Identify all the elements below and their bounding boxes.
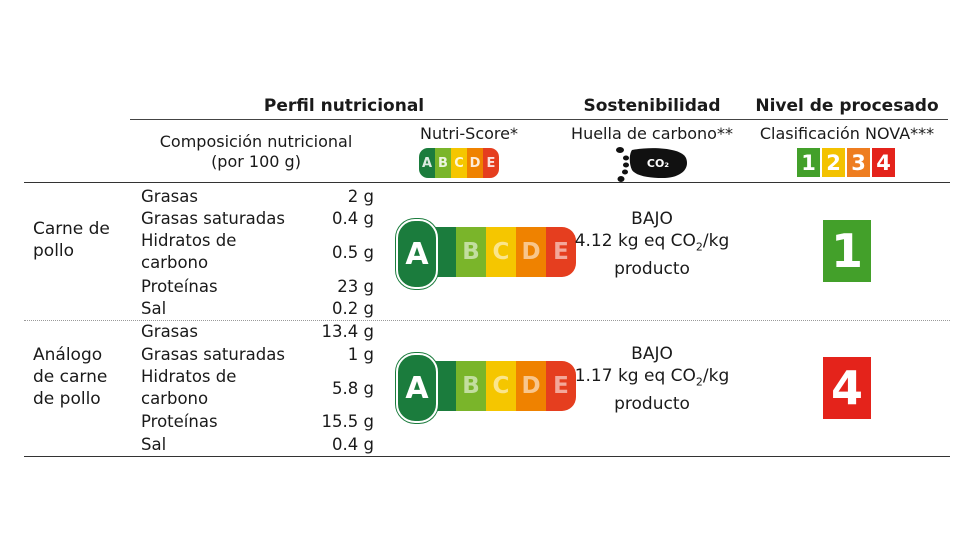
nutrient-name-line: carbono: [141, 253, 209, 272]
nutriscore-selected: A: [396, 353, 438, 423]
nutrient-value: 0.5 g: [332, 243, 374, 262]
nova-badge-chicken: 1: [823, 220, 871, 282]
nutrient-value: 15.5 g: [321, 412, 374, 431]
nova-small-1: 1: [797, 148, 820, 177]
nutrient-name: Sal: [141, 299, 167, 318]
ns-letter-c: C: [486, 361, 516, 411]
nutrient-value: 5.8 g: [332, 379, 374, 398]
nutrient-name: Sal: [141, 435, 167, 454]
footprint-value-line: 4.12 kg eq CO2/kg: [574, 231, 730, 254]
composicion-line2: (por 100 g): [211, 152, 301, 171]
nutrient-name: Grasas saturadas: [141, 345, 285, 364]
nova-small-4: 4: [872, 148, 895, 177]
ns-small-b: B: [435, 148, 451, 178]
subheader-huella: Huella de carbono**: [571, 124, 733, 143]
ns-small-e: E: [483, 148, 499, 178]
nutrient-name: Hidratos de carbono: [141, 366, 236, 410]
footprint-level: BAJO: [631, 344, 673, 364]
ns-letter-b: B: [456, 227, 486, 277]
footprint-analog: BAJO 1.17 kg eq CO2/kg producto: [560, 343, 744, 415]
nutrient-name: Grasas: [141, 322, 198, 341]
nutrient-value: 0.4 g: [332, 435, 374, 454]
composicion-line1: Composición nutricional: [159, 132, 353, 151]
footprint-value-line: 1.17 kg eq CO2/kg: [574, 366, 730, 389]
nutrient-name-line: carbono: [141, 389, 209, 408]
nutrient-value: 0.4 g: [332, 209, 374, 228]
nutrient-value: 0.2 g: [332, 299, 374, 318]
nova-small-2: 2: [822, 148, 845, 177]
footprint-unit-line: producto: [614, 259, 690, 280]
nutriscore-badge-chicken: B C D E A: [396, 219, 586, 289]
ns-letter-d: D: [516, 361, 546, 411]
nutrient-name-line: Hidratos de: [141, 367, 237, 386]
nutrient-name: Proteínas: [141, 277, 218, 296]
ns-letter-c: C: [486, 227, 516, 277]
product-line: de pollo: [33, 389, 101, 409]
product-line: Análogo: [33, 345, 103, 365]
footprint-chicken: BAJO 4.12 kg eq CO2/kg producto: [560, 208, 744, 280]
nutriscore-scale: B C D E: [426, 361, 576, 411]
footprint-unit-line: producto: [614, 394, 690, 415]
header-nivel-procesado: Nivel de procesado: [755, 96, 939, 116]
nutriscore-legend-small: A B C D E: [419, 148, 499, 178]
nova-legend-small: 1 2 3 4: [797, 148, 895, 177]
ns-letter-e: E: [546, 361, 576, 411]
ns-small-a: A: [419, 148, 435, 178]
product-line: de carne: [33, 367, 108, 387]
nutrient-value: 1 g: [347, 345, 374, 364]
header-rule: [130, 119, 948, 120]
subheader-composicion: Composición nutricional (por 100 g): [138, 132, 374, 172]
nutrient-name-line: Hidratos de: [141, 231, 237, 250]
product-name-chicken: Carne de pollo: [33, 218, 110, 262]
ns-letter-e: E: [546, 227, 576, 277]
ns-small-c: C: [451, 148, 467, 178]
header-perfil-nutricional: Perfil nutricional: [263, 96, 425, 116]
nutriscore-scale: B C D E: [426, 227, 576, 277]
product-name-analog: Análogo de carne de pollo: [33, 344, 107, 410]
subheader-nutriscore: Nutri-Score*: [420, 124, 518, 143]
nutrient-value: 13.4 g: [321, 322, 374, 341]
product-line: pollo: [33, 241, 75, 261]
row-separator: [24, 320, 950, 321]
co2-icon-label: CO₂: [647, 157, 669, 170]
table-bottom-rule: [24, 456, 950, 457]
table-top-rule: [24, 182, 950, 183]
ns-letter-d: D: [516, 227, 546, 277]
nova-small-3: 3: [847, 148, 870, 177]
nutrient-name: Grasas saturadas: [141, 209, 285, 228]
ns-letter-b: B: [456, 361, 486, 411]
nutriscore-selected: A: [396, 219, 438, 289]
nutrient-value: 2 g: [347, 187, 374, 206]
subheader-nova: Clasificación NOVA***: [759, 124, 935, 143]
nutrient-name: Proteínas: [141, 412, 218, 431]
footprint-co2-icon: CO₂: [612, 144, 692, 184]
nutrient-value: 23 g: [337, 277, 374, 296]
nutrient-name: Grasas: [141, 187, 198, 206]
header-sostenibilidad: Sostenibilidad: [583, 96, 721, 116]
nutrient-name: Hidratos de carbono: [141, 230, 236, 274]
nova-badge-analog: 4: [823, 357, 871, 419]
product-line: Carne de: [33, 219, 110, 239]
nutriscore-badge-analog: B C D E A: [396, 353, 586, 423]
footprint-level: BAJO: [631, 209, 673, 229]
ns-small-d: D: [467, 148, 483, 178]
